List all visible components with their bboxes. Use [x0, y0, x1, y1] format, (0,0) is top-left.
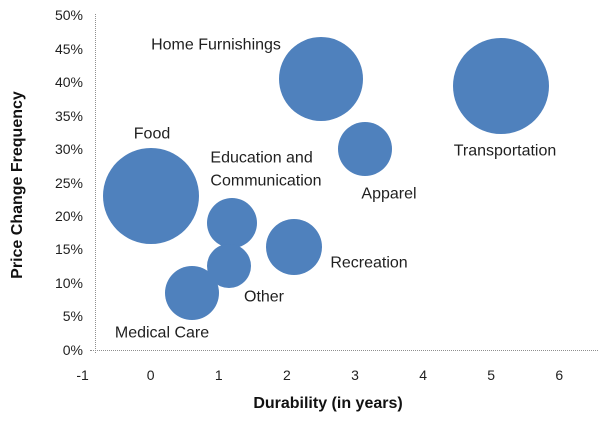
x-axis-title: Durability (in years) — [253, 395, 403, 412]
y-tick-label: 0% — [62, 341, 83, 358]
x-tick-label: 4 — [419, 367, 427, 383]
y-tick-label: 25% — [54, 174, 83, 191]
x-tick-label: 6 — [555, 367, 564, 383]
bubble-education-and-communication — [207, 197, 258, 248]
y-tick-label: 40% — [54, 74, 83, 91]
bubble-apparel — [338, 122, 393, 177]
y-tick-label: 30% — [54, 141, 83, 158]
bubble-other — [207, 244, 251, 289]
y-tick-label: 10% — [54, 274, 83, 291]
y-tick-label: 35% — [54, 107, 83, 124]
y-axis-title: Price Change Frequency — [9, 91, 26, 279]
x-tick-label: 3 — [351, 367, 359, 383]
y-tick-label: 20% — [54, 208, 83, 224]
x-tick-label: 2 — [282, 367, 291, 383]
bubble-food — [102, 147, 199, 244]
x-tick-label: 1 — [214, 367, 223, 383]
y-tick-label: 45% — [54, 40, 83, 57]
x-tick-label: 0 — [146, 367, 155, 383]
bubble-label-education-and-communication: Education and Communication — [210, 149, 322, 189]
bubble-recreation — [265, 219, 322, 276]
x-tick-label: -1 — [76, 367, 89, 383]
x-tick-label: 5 — [487, 367, 496, 383]
y-tick-label: 15% — [54, 241, 83, 258]
y-tick-label: 5% — [62, 308, 83, 325]
bubble-home-furnishings — [278, 36, 363, 121]
bubble-label-apparel: Apparel — [361, 185, 417, 203]
bubble-label-home-furnishings: Home Furnishings — [151, 36, 281, 54]
bubble-label-other: Other — [243, 288, 285, 306]
bubble-label-recreation: Recreation — [330, 254, 408, 272]
bubble-label-medical-care: Medical Care — [114, 324, 210, 342]
bubble-label-transportation: Transportation — [453, 142, 557, 160]
bubble-label-food: Food — [133, 125, 171, 143]
bubble-transportation — [453, 37, 550, 134]
y-tick-label: 50% — [54, 7, 83, 24]
y-axis-line — [95, 14, 96, 353]
x-axis-line — [90, 350, 598, 351]
